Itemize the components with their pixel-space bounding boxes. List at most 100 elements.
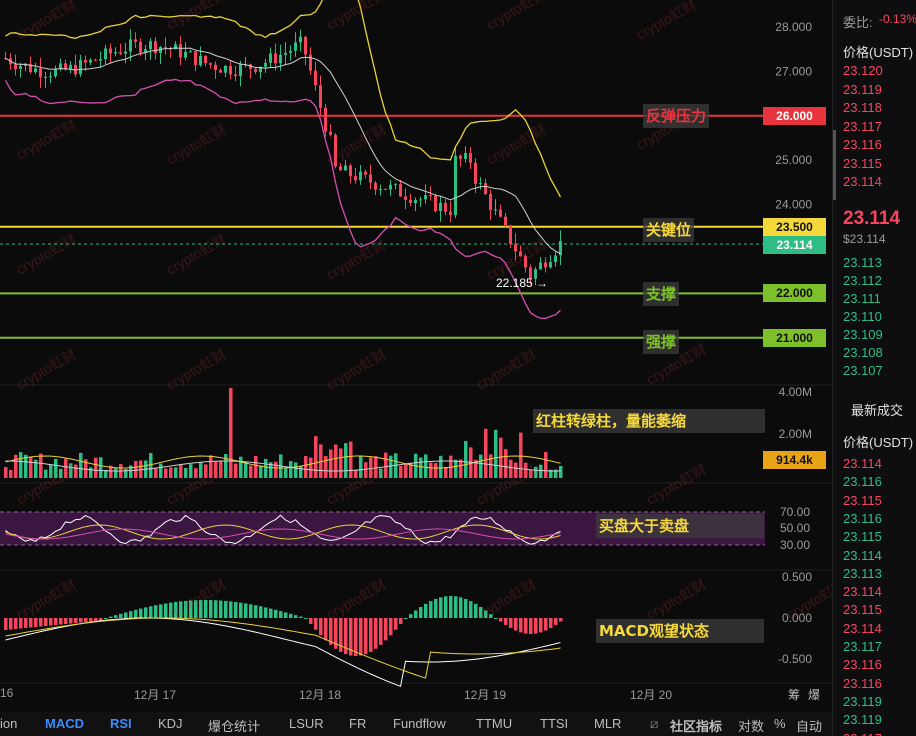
macd-histogram-bar bbox=[544, 618, 548, 631]
macd-histogram-bar bbox=[264, 607, 268, 618]
tab-kdj[interactable]: KDJ bbox=[158, 716, 183, 731]
macd-histogram-bar bbox=[129, 611, 133, 618]
volume-bar bbox=[399, 465, 403, 478]
trade-row: 23.117 bbox=[843, 731, 882, 736]
auto-scale-toggle[interactable]: 自动 bbox=[796, 719, 823, 734]
tab-ttsi[interactable]: TTSI bbox=[540, 716, 569, 731]
macd-histogram-bar bbox=[39, 618, 43, 627]
macd-histogram-bar bbox=[399, 618, 403, 624]
candle-body bbox=[64, 63, 67, 70]
candle-body bbox=[119, 52, 122, 54]
last-price: 23.114 bbox=[843, 208, 901, 229]
tab-macd[interactable]: MACD bbox=[45, 716, 84, 731]
volume-ma-line bbox=[5, 455, 561, 469]
trade-row: 23.115 bbox=[843, 602, 882, 618]
bid-row[interactable]: 23.107 bbox=[843, 363, 883, 378]
volume-bar bbox=[409, 463, 413, 478]
watermark: crypto虹财 bbox=[644, 461, 709, 508]
liquidation-tool-button[interactable]: 爆 bbox=[808, 688, 821, 702]
candle-body bbox=[104, 48, 107, 60]
candle-body bbox=[554, 255, 557, 263]
candle-body bbox=[249, 64, 252, 69]
volume-bar bbox=[439, 455, 443, 478]
strong-support-label: 强撑 bbox=[643, 330, 680, 354]
indicator-tab-bar: ion MACD RSI KDJ 爆仓统计 LSUR FR Fundflow T… bbox=[0, 712, 832, 736]
volume-bar bbox=[504, 449, 508, 478]
candle-body bbox=[429, 195, 432, 197]
candle-body bbox=[299, 36, 302, 43]
macd-histogram-bar bbox=[259, 606, 263, 618]
volume-bar bbox=[354, 469, 358, 478]
trade-row: 23.115 bbox=[843, 492, 882, 508]
macd-histogram-bar bbox=[414, 610, 418, 618]
trade-row: 23.114 bbox=[843, 456, 882, 471]
macd-histogram-bar bbox=[234, 601, 238, 618]
price-axis-label: 24.000 bbox=[775, 198, 812, 212]
ask-row[interactable]: 23.120 bbox=[843, 63, 883, 78]
macd-histogram-bar bbox=[229, 601, 233, 618]
macd-histogram-bar bbox=[494, 618, 498, 619]
tab-community-indicators[interactable]: 社区指标 bbox=[670, 719, 723, 734]
tab-mlr[interactable]: MLR bbox=[594, 716, 622, 731]
bid-row[interactable]: 23.113 bbox=[843, 255, 882, 270]
bid-row[interactable]: 23.110 bbox=[843, 309, 882, 324]
candle-body bbox=[129, 39, 132, 52]
chip-tool-button[interactable]: 筹 bbox=[788, 688, 801, 702]
ask-row[interactable]: 23.116 bbox=[843, 137, 882, 152]
tab-fr[interactable]: FR bbox=[349, 716, 367, 731]
bid-row[interactable]: 23.109 bbox=[843, 327, 883, 342]
macd-histogram-bar bbox=[49, 618, 53, 626]
ask-row[interactable]: 23.119 bbox=[843, 81, 882, 97]
macd-axis-label: 0.000 bbox=[782, 611, 812, 625]
bollinger-upper-band bbox=[5, 0, 562, 198]
volume-bar bbox=[164, 468, 168, 478]
bid-row[interactable]: 23.108 bbox=[843, 345, 883, 360]
volume-annotation: 红柱转绿柱，量能萎缩 bbox=[533, 409, 765, 433]
macd-histogram-bar bbox=[559, 618, 563, 622]
candle-body bbox=[454, 155, 457, 216]
candle-body bbox=[199, 55, 202, 66]
watermark: crypto虹财 bbox=[14, 461, 79, 508]
panel-scrollbar[interactable] bbox=[833, 130, 836, 200]
latest-trades-title[interactable]: 最新成交 bbox=[851, 403, 904, 418]
log-scale-toggle[interactable]: 对数 bbox=[738, 719, 765, 734]
watermark: crypto虹财 bbox=[164, 0, 229, 33]
macd-histogram-bar bbox=[9, 618, 13, 630]
tab-lsur[interactable]: LSUR bbox=[289, 716, 324, 731]
ask-row[interactable]: 23.118 bbox=[843, 100, 882, 115]
volume-bar bbox=[324, 455, 328, 478]
percent-scale-toggle[interactable]: % bbox=[774, 716, 786, 731]
tab-ion[interactable]: ion bbox=[0, 716, 18, 731]
bid-row[interactable]: 23.112 bbox=[843, 273, 882, 288]
volume-bar bbox=[49, 464, 53, 478]
watermark: crypto虹财 bbox=[634, 0, 699, 43]
volume-bar bbox=[289, 461, 293, 478]
ask-row[interactable]: 23.115 bbox=[843, 155, 882, 171]
candle-body bbox=[294, 42, 297, 51]
candle-body bbox=[544, 262, 547, 268]
volume-bar bbox=[39, 453, 43, 478]
candle-body bbox=[329, 131, 332, 135]
volume-bar bbox=[64, 458, 68, 478]
macd-histogram-bar bbox=[194, 600, 198, 618]
volume-bar bbox=[89, 467, 93, 478]
volume-bar bbox=[249, 465, 253, 478]
ask-row[interactable]: 23.117 bbox=[843, 118, 882, 134]
tab-ttmu[interactable]: TTMU bbox=[476, 716, 513, 731]
macd-histogram-bar bbox=[99, 618, 103, 621]
bid-row[interactable]: 23.111 bbox=[843, 291, 881, 306]
volume-bar bbox=[224, 453, 228, 478]
volume-bar bbox=[94, 457, 98, 478]
tab-liquidation[interactable]: 爆仓统计 bbox=[208, 719, 261, 734]
macd-histogram-bar bbox=[429, 601, 433, 618]
volume-bar bbox=[159, 463, 163, 478]
ask-row[interactable]: 23.114 bbox=[843, 174, 882, 189]
tab-rsi[interactable]: RSI bbox=[110, 716, 132, 731]
candle-body bbox=[234, 74, 237, 77]
trade-row: 23.116 bbox=[843, 510, 882, 526]
macd-histogram-bar bbox=[389, 618, 393, 636]
candle-body bbox=[174, 44, 177, 50]
tab-fundflow[interactable]: Fundflow bbox=[393, 716, 446, 731]
community-icon[interactable]: ⧄ bbox=[650, 716, 659, 731]
volume-bar bbox=[339, 448, 343, 478]
